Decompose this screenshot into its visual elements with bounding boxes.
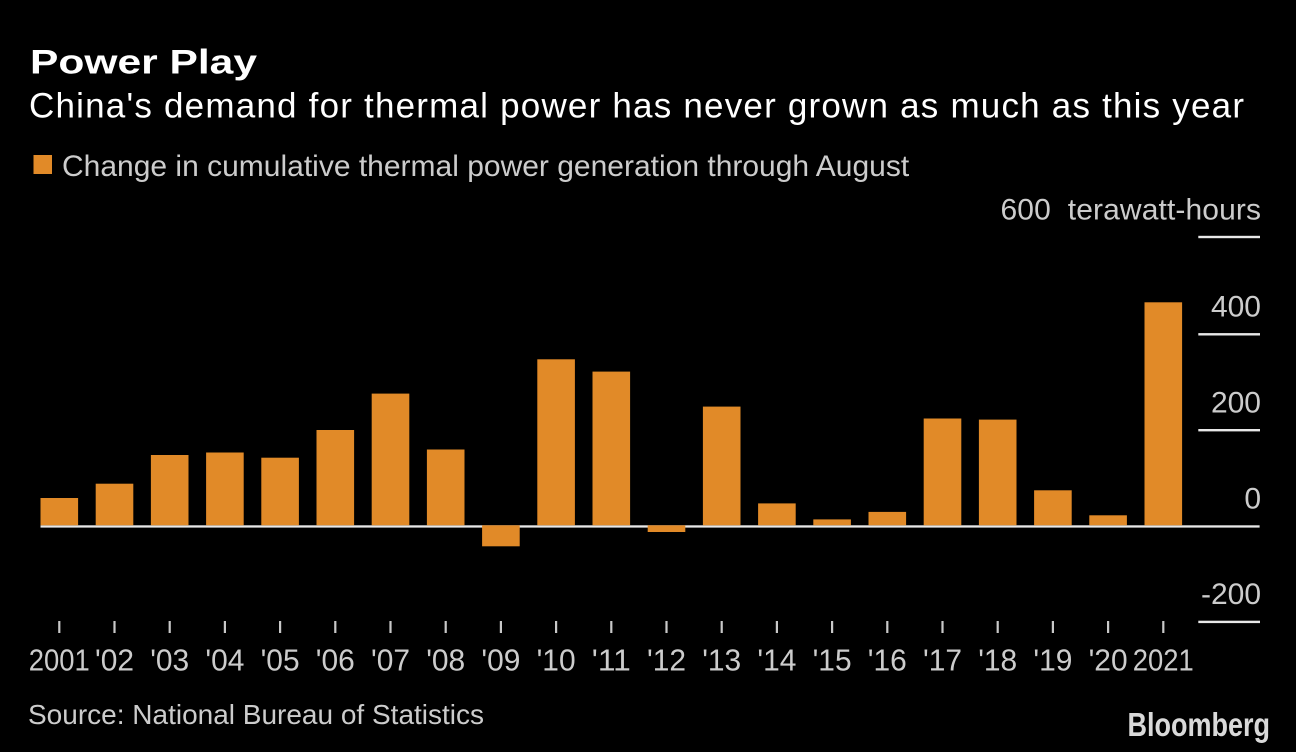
svg-text:Source: National Bureau of Sta: Source: National Bureau of Statistics bbox=[28, 699, 484, 730]
svg-text:'15: '15 bbox=[813, 643, 852, 678]
svg-text:'19: '19 bbox=[1033, 643, 1072, 678]
svg-text:'07: '07 bbox=[371, 643, 410, 678]
svg-text:'02: '02 bbox=[95, 643, 134, 678]
svg-text:'17: '17 bbox=[923, 643, 962, 678]
svg-text:-200: -200 bbox=[1201, 578, 1261, 611]
svg-text:Bloomberg: Bloomberg bbox=[1128, 706, 1271, 743]
svg-text:'10: '10 bbox=[537, 643, 576, 678]
svg-text:600 terawatt-hours: 600 terawatt-hours bbox=[1001, 193, 1262, 226]
svg-text:'06: '06 bbox=[316, 643, 355, 678]
svg-text:2001: 2001 bbox=[29, 643, 90, 678]
svg-text:'16: '16 bbox=[868, 643, 907, 678]
svg-text:'18: '18 bbox=[978, 643, 1017, 678]
svg-text:'05: '05 bbox=[261, 643, 300, 678]
svg-text:'08: '08 bbox=[426, 643, 465, 678]
svg-text:China's demand for thermal pow: China's demand for thermal power has nev… bbox=[29, 87, 1244, 126]
svg-text:2021: 2021 bbox=[1133, 643, 1194, 678]
svg-text:'20: '20 bbox=[1089, 643, 1128, 678]
svg-text:'04: '04 bbox=[205, 643, 244, 678]
svg-text:'14: '14 bbox=[757, 643, 796, 678]
svg-text:Change in cumulative thermal p: Change in cumulative thermal power gener… bbox=[62, 150, 910, 183]
svg-text:200: 200 bbox=[1211, 387, 1261, 420]
svg-text:'03: '03 bbox=[150, 643, 189, 678]
svg-text:Power Play: Power Play bbox=[30, 43, 257, 81]
svg-text:400: 400 bbox=[1211, 291, 1261, 324]
svg-text:'13: '13 bbox=[702, 643, 741, 678]
svg-text:'09: '09 bbox=[481, 643, 520, 678]
svg-text:0: 0 bbox=[1244, 482, 1261, 515]
svg-text:'11: '11 bbox=[592, 643, 631, 678]
svg-text:'12: '12 bbox=[647, 643, 686, 678]
